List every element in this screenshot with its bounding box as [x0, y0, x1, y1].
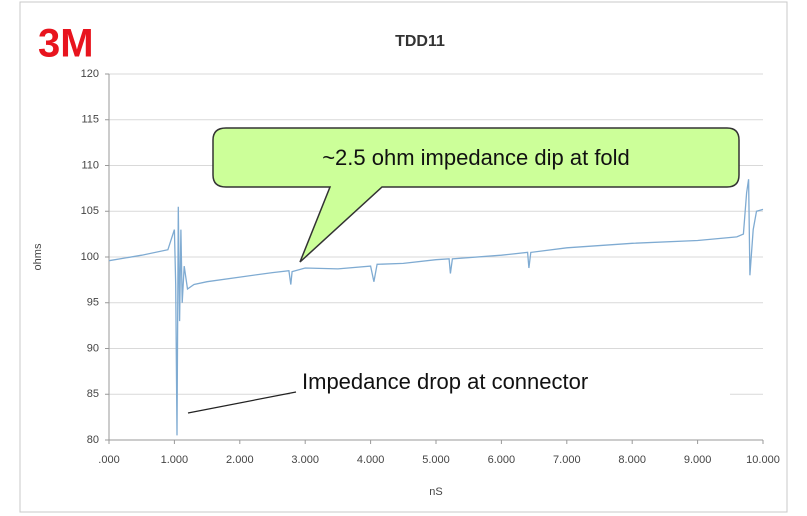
y-tick-label: 95 [87, 297, 99, 309]
y-tick-label: 85 [87, 388, 99, 400]
annotation-bg [290, 364, 730, 402]
y-tick-label: 105 [81, 205, 99, 217]
x-tick-label: 6.000 [488, 454, 516, 466]
y-tick-label: 90 [87, 342, 99, 354]
annotation: Impedance drop at connector [302, 369, 588, 394]
x-tick-label: 4.000 [357, 454, 385, 466]
callout-box [212, 127, 740, 263]
y-tick-label: 100 [81, 251, 99, 263]
x-tick-label: .000 [98, 454, 119, 466]
y-tick-label: 110 [81, 159, 99, 171]
y-tick-label: 80 [87, 434, 99, 446]
x-tick-label: 2.000 [226, 454, 254, 466]
chart-title: TDD11 [395, 33, 445, 50]
y-tick-label: 120 [81, 68, 99, 80]
x-tick-label: 5.000 [422, 454, 450, 466]
x-axis-label: nS [429, 486, 442, 498]
plot-area: 80 85 90 95 100 105 110 115 120 .000 1.000 2.000 3.0… [81, 68, 780, 466]
callout: ~2.5 ohm impedance dip at fold [212, 127, 740, 263]
y-axis-label: ohms [32, 243, 44, 270]
x-tick-label: 1.000 [161, 454, 189, 466]
leader-line [187, 391, 297, 414]
logo: 3M [38, 22, 94, 66]
x-tick-label: 7.000 [553, 454, 581, 466]
x-tick-label: 3.000 [291, 454, 319, 466]
y-tick-label: 115 [81, 114, 99, 126]
annotation: ~2.5 ohm impedance dip at fold [322, 145, 630, 170]
x-tick-label: 9.000 [684, 454, 712, 466]
x-tick-label: 8.000 [618, 454, 646, 466]
x-tick-label: 10.000 [746, 454, 780, 466]
data-line [108, 179, 764, 436]
